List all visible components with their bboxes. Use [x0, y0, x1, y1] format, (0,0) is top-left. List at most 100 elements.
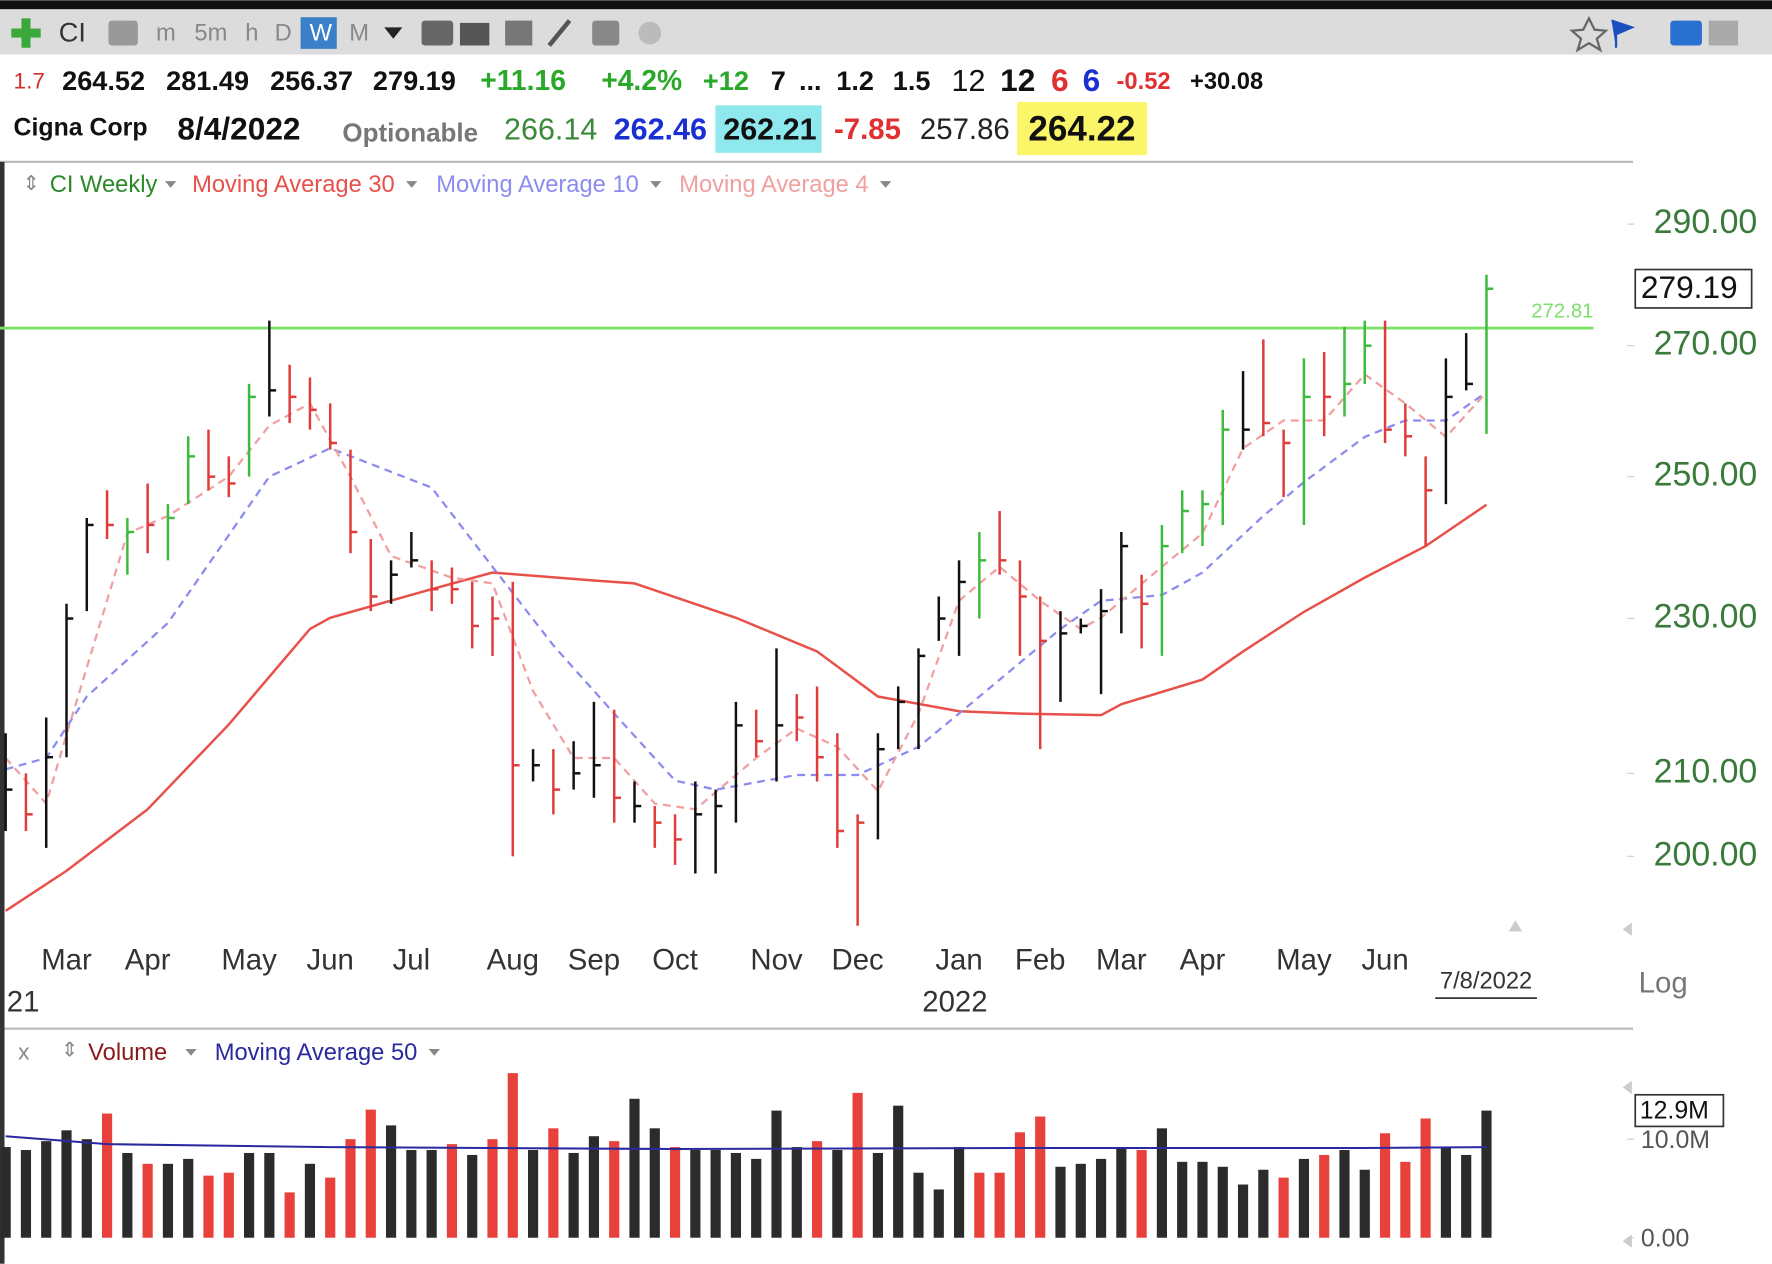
- draw-icon[interactable]: [547, 19, 572, 47]
- x-tick-label: Jun: [1361, 944, 1408, 977]
- star-icon[interactable]: [1569, 15, 1609, 53]
- volume-bar: [933, 1189, 944, 1238]
- volume-bar: [913, 1172, 924, 1238]
- last-value: 279.19: [1641, 269, 1738, 305]
- volume-bar: [811, 1141, 823, 1238]
- volume-bar: [953, 1147, 965, 1238]
- dropdown[interactable]: [428, 1049, 440, 1056]
- volume-bar: [974, 1172, 985, 1238]
- interval[interactable]: 5m: [194, 20, 227, 46]
- volume-bar: [507, 1073, 518, 1238]
- interval-dropdown[interactable]: [384, 27, 403, 39]
- volume-bar: [0, 1147, 11, 1238]
- interval[interactable]: M: [349, 20, 369, 46]
- volume-bar: [710, 1150, 721, 1238]
- sv-icon[interactable]: [1670, 20, 1702, 46]
- volume-bar: [162, 1163, 174, 1238]
- interval[interactable]: m: [156, 20, 176, 46]
- scroll-marker[interactable]: [1508, 920, 1523, 932]
- volume-bar: [1055, 1166, 1066, 1238]
- dropdown[interactable]: [406, 181, 418, 188]
- quote-value: 281.49: [166, 65, 249, 96]
- x-tick-label: Dec: [832, 944, 884, 977]
- quote-value: -7.85: [834, 113, 901, 146]
- move-handle[interactable]: ⇕: [61, 1040, 78, 1062]
- volume-bar: [243, 1152, 255, 1238]
- dropdown[interactable]: [164, 181, 177, 188]
- volume-bar: [568, 1152, 579, 1238]
- interval[interactable]: D: [275, 20, 292, 46]
- volume-bar: [1400, 1161, 1411, 1238]
- interval[interactable]: h: [245, 20, 258, 46]
- volume-bar: [345, 1139, 356, 1238]
- scroll-marker[interactable]: [1622, 922, 1632, 936]
- volume-bar: [751, 1158, 762, 1238]
- dropdown[interactable]: [879, 181, 892, 188]
- move-handle[interactable]: ⇕: [23, 173, 40, 195]
- volume-bar: [771, 1110, 782, 1238]
- volume-bar: [101, 1113, 113, 1238]
- top-strip: [0, 0, 1772, 10]
- scroll-marker[interactable]: [1622, 1234, 1632, 1248]
- y-tick-label: 10.0M: [1641, 1126, 1710, 1154]
- quote-value: -0.52: [1117, 69, 1171, 95]
- left-edge: [0, 161, 5, 1264]
- volume-bar: [406, 1150, 417, 1238]
- volume-bar: [1339, 1150, 1350, 1238]
- volume-bar: [548, 1128, 559, 1238]
- company-name: Cigna Corp: [14, 114, 148, 142]
- quote-value: +11.16: [480, 64, 566, 96]
- x-tick-label: Apr: [125, 944, 171, 977]
- volume-bar: [994, 1172, 1005, 1238]
- interval[interactable]: W: [310, 20, 333, 46]
- quote-value: 257.86: [920, 113, 1010, 146]
- quote-value: 1.7: [14, 69, 45, 94]
- x-tick-label: Feb: [1015, 944, 1066, 977]
- share-icon[interactable]: [638, 21, 662, 45]
- volume-bar: [41, 1141, 52, 1238]
- volume-bar: [20, 1150, 32, 1238]
- volume-bar: [1440, 1147, 1451, 1238]
- x-tick-label: May: [221, 944, 277, 977]
- volume-bar: [791, 1147, 802, 1238]
- volume-bar: [284, 1192, 295, 1238]
- symbol[interactable]: CI: [59, 16, 86, 47]
- quote-value: +30.08: [1190, 69, 1263, 95]
- volume-bar: [1035, 1116, 1046, 1238]
- volume-bar: [325, 1177, 336, 1238]
- grid-icon[interactable]: [505, 20, 533, 46]
- print-icon[interactable]: [108, 20, 138, 46]
- tool-icon[interactable]: [421, 20, 454, 46]
- volume-bar: [690, 1150, 701, 1238]
- moving-average-line: [4, 372, 1488, 811]
- volume-bar: [1481, 1110, 1492, 1238]
- volume-bar: [1379, 1133, 1391, 1238]
- current-value: 12.9M: [1640, 1096, 1709, 1124]
- scale-mode[interactable]: Log: [1639, 966, 1688, 999]
- date-marker: 7/8/2022: [1440, 969, 1532, 995]
- quote-value: 12: [1000, 62, 1035, 98]
- add-icon[interactable]: [11, 18, 41, 48]
- dropdown[interactable]: [650, 181, 662, 188]
- volume-bar: [223, 1172, 234, 1238]
- flag-icon[interactable]: [1611, 19, 1636, 48]
- legend-title: Volume: [88, 1040, 167, 1066]
- quote-value: 279.19: [373, 65, 456, 96]
- y-tick-label: 270.00: [1654, 325, 1758, 363]
- volume-bar: [832, 1150, 843, 1238]
- close-panel[interactable]: x: [18, 1039, 30, 1064]
- volume-bar: [1116, 1147, 1127, 1238]
- optionable: Optionable: [342, 118, 478, 148]
- quote-date: 8/4/2022: [177, 111, 300, 147]
- x-tick-label: Mar: [41, 944, 92, 977]
- bars-icon[interactable]: [459, 22, 490, 46]
- note-icon[interactable]: [592, 20, 620, 46]
- save-icon[interactable]: [1708, 20, 1739, 46]
- dropdown[interactable]: [185, 1049, 197, 1056]
- volume-bar: [1319, 1154, 1330, 1238]
- volume-bar: [1258, 1169, 1269, 1238]
- quote-value: +4.2%: [601, 64, 682, 96]
- scroll-marker[interactable]: [1622, 1080, 1632, 1095]
- moving-average-line: [5, 391, 1488, 791]
